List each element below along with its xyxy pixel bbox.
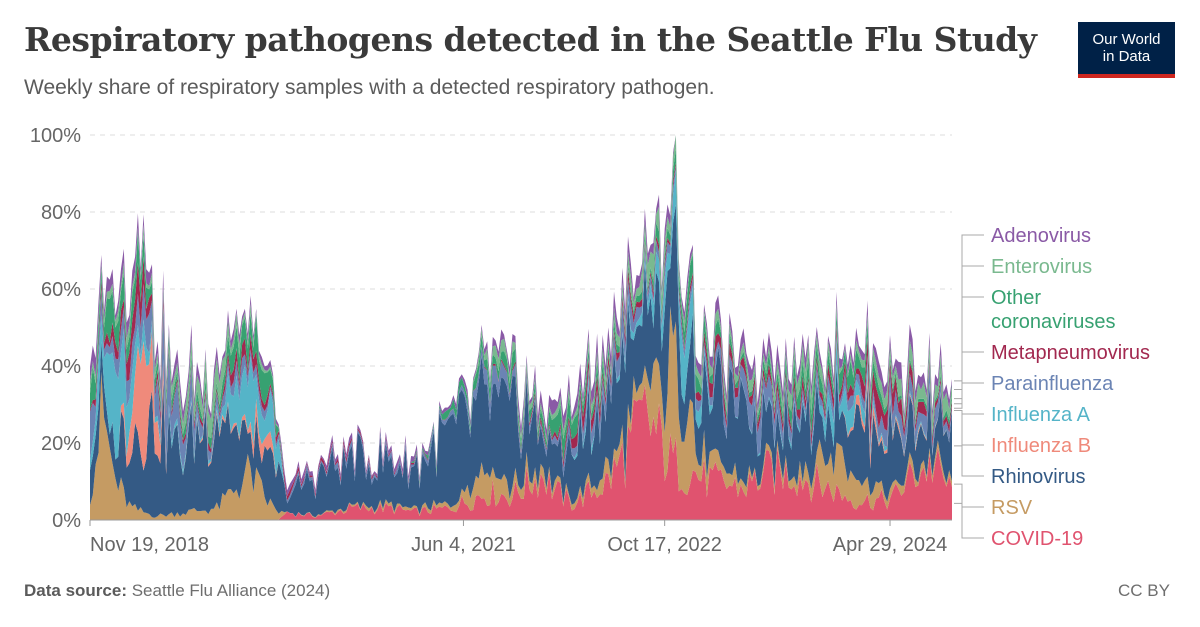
legend-connector (954, 410, 984, 415)
y-tick-label: 0% (52, 510, 81, 532)
legend-label-metapneumovirus[interactable]: Metapneumovirus (991, 342, 1150, 364)
axes: Nov 19, 2018 Jun 4, 2021 Oct 17, 2022 Apr 2… (89, 519, 952, 556)
legend-label-enterovirus[interactable]: Enterovirus (991, 256, 1092, 278)
legend-label-adenovirus[interactable]: Adenovirus (991, 225, 1091, 247)
legend-connector (954, 296, 984, 400)
legend-connector (954, 445, 984, 477)
data-source-label: Data source: (24, 581, 127, 600)
area-rhinovirus[interactable] (90, 204, 952, 518)
legend-connector (954, 265, 984, 390)
legend-label-parainfluenza[interactable]: Parainfluenza (991, 373, 1114, 395)
license-link[interactable]: CC BY (1118, 581, 1170, 600)
legend-label-rhinovirus[interactable]: Rhinovirus (991, 466, 1085, 488)
x-tick-label: Jun 4, 2021 (411, 534, 516, 556)
legend: Adenovirus Enterovirus Other coronaviruses M… (954, 225, 1150, 550)
area-covid-19[interactable] (90, 385, 952, 520)
x-tick-label: Apr 29, 2024 (833, 534, 948, 556)
chart-title: Respiratory pathogens detected in the Se… (24, 20, 1037, 59)
legend-connector (954, 382, 984, 409)
legend-label-influenza-a[interactable]: Influenza A (991, 404, 1091, 426)
legend-connector (954, 410, 984, 446)
legend-label-rsv[interactable]: RSV (991, 497, 1033, 519)
area-series (90, 135, 952, 520)
y-tick-label: 100% (30, 125, 81, 147)
y-tick-label: 20% (41, 433, 81, 455)
x-tick-label: Oct 17, 2022 (607, 534, 722, 556)
x-tick-label: Nov 19, 2018 (90, 534, 209, 556)
legend-connector (954, 351, 984, 405)
owid-logo[interactable]: Our World in Data (1078, 22, 1175, 78)
data-source: Data source: Seattle Flu Alliance (2024) (24, 581, 330, 601)
legend-connector (954, 483, 984, 508)
legend-label-other-coronaviruses[interactable]: Other coronaviruses (991, 287, 1116, 333)
data-source-text[interactable]: Seattle Flu Alliance (2024) (131, 581, 331, 600)
y-tick-label: 80% (41, 202, 81, 224)
legend-connector (954, 234, 984, 382)
y-tick-label: 60% (41, 279, 81, 301)
chart-subtitle: Weekly share of respiratory samples with… (24, 76, 715, 99)
legend-connector (954, 502, 984, 539)
logo-line-1: Our World (1092, 31, 1161, 48)
y-tick-label: 40% (41, 356, 81, 378)
logo-line-2: in Data (1102, 48, 1151, 65)
legend-label-covid-19[interactable]: COVID-19 (991, 528, 1083, 550)
legend-label-influenza-b[interactable]: Influenza B (991, 435, 1091, 457)
